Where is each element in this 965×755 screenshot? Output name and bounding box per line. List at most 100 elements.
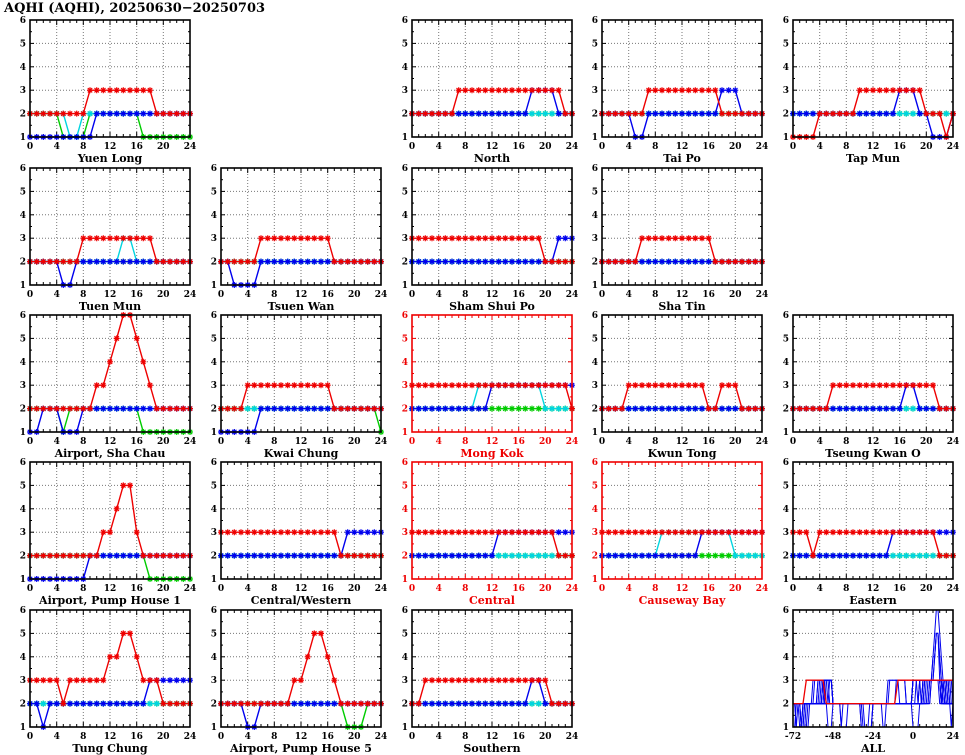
x-tick-label: 16 <box>893 142 906 152</box>
x-tick-label: 16 <box>702 437 715 447</box>
x-tick-label: 16 <box>130 437 143 447</box>
y-tick-label: 4 <box>783 653 789 663</box>
y-tick-label: 6 <box>402 458 408 468</box>
station-label: Mong Kok <box>460 447 524 460</box>
y-tick-label: 6 <box>592 458 598 468</box>
y-tick-label: 2 <box>211 405 217 415</box>
x-tick-label: 8 <box>462 142 468 152</box>
y-tick-label: 3 <box>592 381 598 391</box>
y-tick-label: 6 <box>211 311 217 321</box>
y-tick-label: 1 <box>783 575 789 585</box>
y-tick-label: 4 <box>592 211 598 221</box>
x-tick-label: 16 <box>130 584 143 594</box>
x-tick-label: 12 <box>486 437 499 447</box>
y-tick-label: 2 <box>592 258 598 268</box>
x-tick-label: 24 <box>184 732 197 742</box>
y-tick-label: 3 <box>402 86 408 96</box>
station-label: Causeway Bay <box>639 594 726 607</box>
x-tick-label: 4 <box>626 290 632 300</box>
y-tick-label: 3 <box>402 676 408 686</box>
station-label: Central/Western <box>251 594 351 607</box>
x-tick-label: 16 <box>321 290 334 300</box>
x-tick-label: 20 <box>920 437 933 447</box>
y-tick-label: 1 <box>592 575 598 585</box>
y-tick-label: 6 <box>783 311 789 321</box>
x-tick-label: 0 <box>790 142 796 152</box>
y-tick-label: 6 <box>783 606 789 616</box>
y-tick-label: 1 <box>402 428 408 438</box>
y-tick-label: 5 <box>783 39 789 49</box>
x-tick-label: 4 <box>54 732 60 742</box>
station-label: North <box>474 152 510 165</box>
y-tick-label: 3 <box>402 381 408 391</box>
x-tick-label: 24 <box>947 584 960 594</box>
y-tick-label: 4 <box>20 358 26 368</box>
x-tick-label: 20 <box>729 290 742 300</box>
x-tick-label: 4 <box>436 290 442 300</box>
y-tick-label: 6 <box>783 16 789 26</box>
x-tick-label: 24 <box>947 142 960 152</box>
y-tick-label: 1 <box>20 281 26 291</box>
x-tick-label: 16 <box>512 290 525 300</box>
y-tick-label: 1 <box>211 575 217 585</box>
y-tick-label: 1 <box>20 723 26 733</box>
y-tick-label: 4 <box>402 653 408 663</box>
y-tick-label: 3 <box>20 676 26 686</box>
x-tick-label: 8 <box>843 437 849 447</box>
y-tick-label: 5 <box>592 39 598 49</box>
y-tick-label: 3 <box>783 528 789 538</box>
x-tick-label: 4 <box>436 584 442 594</box>
y-tick-label: 5 <box>783 334 789 344</box>
x-tick-label: 24 <box>566 290 579 300</box>
x-tick-label: 4 <box>245 732 251 742</box>
y-tick-label: 3 <box>211 676 217 686</box>
x-tick-label: 24 <box>184 142 197 152</box>
y-tick-label: 1 <box>20 428 26 438</box>
x-tick-label: 24 <box>184 290 197 300</box>
x-tick-label: 0 <box>409 584 415 594</box>
x-tick-label: 12 <box>486 290 499 300</box>
station-label: Tseung Kwan O <box>825 447 921 460</box>
x-tick-label: 16 <box>130 290 143 300</box>
y-tick-label: 6 <box>20 164 26 174</box>
y-tick-label: 4 <box>20 653 26 663</box>
x-tick-label: 8 <box>652 290 658 300</box>
y-tick-label: 2 <box>211 552 217 562</box>
y-tick-label: 6 <box>592 164 598 174</box>
x-tick-label: 12 <box>867 142 880 152</box>
x-tick-label: 8 <box>843 142 849 152</box>
station-label: ALL <box>860 742 885 755</box>
x-tick-label: 0 <box>218 584 224 594</box>
x-tick-label: 24 <box>184 437 197 447</box>
x-tick-label: -24 <box>865 732 881 742</box>
y-tick-label: 3 <box>592 528 598 538</box>
x-tick-label: 0 <box>218 437 224 447</box>
x-tick-label: 16 <box>512 584 525 594</box>
x-tick-label: 0 <box>409 142 415 152</box>
station-label: Tung Chung <box>72 742 147 755</box>
y-tick-label: 5 <box>402 629 408 639</box>
x-tick-label: 12 <box>676 437 689 447</box>
x-tick-label: 0 <box>27 290 33 300</box>
x-tick-label: 0 <box>27 437 33 447</box>
x-tick-label: 16 <box>321 732 334 742</box>
y-tick-label: 3 <box>592 86 598 96</box>
x-tick-label: 20 <box>539 732 552 742</box>
x-tick-label: 24 <box>566 584 579 594</box>
y-tick-label: 1 <box>20 575 26 585</box>
y-tick-label: 3 <box>211 381 217 391</box>
x-tick-label: 20 <box>157 732 170 742</box>
y-tick-label: 2 <box>20 700 26 710</box>
y-tick-label: 5 <box>20 334 26 344</box>
y-tick-label: 4 <box>211 358 217 368</box>
station-label: Tuen Mun <box>79 300 141 313</box>
station-label: Tai Po <box>663 152 701 165</box>
y-tick-label: 4 <box>402 505 408 515</box>
x-tick-label: 0 <box>409 437 415 447</box>
x-tick-label: 0 <box>910 732 916 742</box>
x-tick-label: 4 <box>245 290 251 300</box>
